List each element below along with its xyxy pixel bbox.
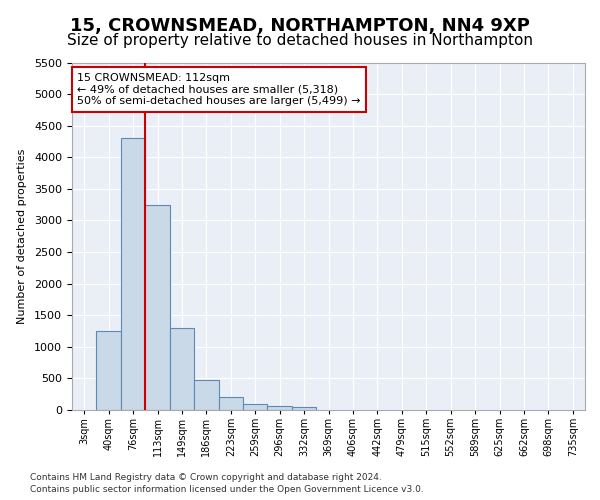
Bar xyxy=(194,380,218,410)
Bar xyxy=(243,404,268,410)
Text: Contains HM Land Registry data © Crown copyright and database right 2024.: Contains HM Land Registry data © Crown c… xyxy=(30,472,382,482)
Bar xyxy=(218,398,243,410)
Text: 15, CROWNSMEAD, NORTHAMPTON, NN4 9XP: 15, CROWNSMEAD, NORTHAMPTON, NN4 9XP xyxy=(70,18,530,36)
Bar xyxy=(97,331,121,410)
Bar xyxy=(292,407,316,410)
Bar xyxy=(170,328,194,410)
Text: 15 CROWNSMEAD: 112sqm
← 49% of detached houses are smaller (5,318)
50% of semi-d: 15 CROWNSMEAD: 112sqm ← 49% of detached … xyxy=(77,73,361,106)
Bar xyxy=(145,204,170,410)
Y-axis label: Number of detached properties: Number of detached properties xyxy=(17,148,27,324)
Text: Contains public sector information licensed under the Open Government Licence v3: Contains public sector information licen… xyxy=(30,485,424,494)
Bar xyxy=(121,138,145,410)
Bar xyxy=(268,406,292,410)
Text: Size of property relative to detached houses in Northampton: Size of property relative to detached ho… xyxy=(67,32,533,48)
